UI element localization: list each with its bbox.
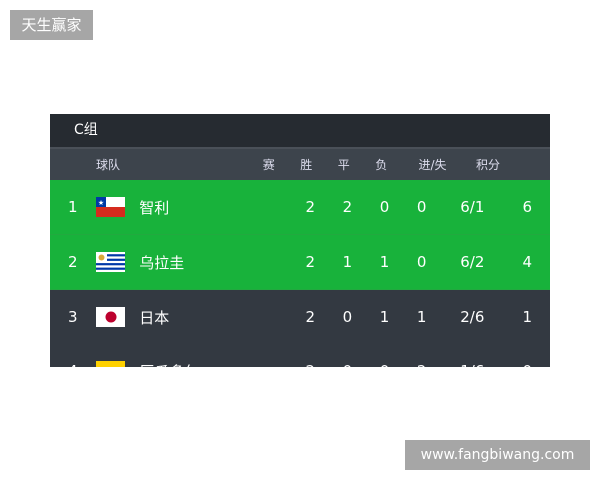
header-drawn: 平 (337, 158, 350, 172)
drawn-cell: 0 (379, 198, 390, 216)
table-row[interactable]: 3 日本 2 0 1 1 2/6 1 (50, 290, 550, 344)
points-cell: 0 (505, 362, 551, 367)
rank-cell: 3 (67, 308, 78, 326)
team-name: 乌拉圭 (139, 253, 185, 272)
drawn-cell: 1 (379, 253, 390, 271)
goals-cell: 6/1 (460, 198, 485, 216)
header-goals: 进/失 (418, 158, 447, 172)
rank-cell: 4 (50, 362, 96, 367)
table-row[interactable]: 1 ★ 智利 2 2 0 0 6/1 6 (50, 180, 550, 235)
points-cell: 6 (522, 198, 533, 216)
watermark-bottom-right: www.fangbiwang.com (405, 440, 590, 470)
drawn-cell: 1 (379, 308, 390, 326)
lost-cell: 2 (403, 362, 440, 367)
rank-cell: 1 (67, 198, 78, 216)
goals-cell: 1/6 (440, 362, 504, 367)
won-cell: 0 (329, 362, 366, 367)
played-cell: 2 (292, 362, 329, 367)
played-cell: 2 (305, 308, 315, 326)
table-row[interactable]: 4厄瓜多尔20021/60 (50, 344, 550, 367)
japan-flag-icon (95, 307, 126, 327)
table-header: 球队 赛 胜 平 负 进/失 积分 (50, 147, 550, 180)
points-cell: 1 (522, 308, 533, 326)
won-cell: 1 (342, 253, 353, 271)
played-cell: 2 (305, 253, 315, 271)
header-lost: 负 (375, 158, 388, 172)
team-name: 智利 (139, 198, 170, 217)
points-cell: 4 (522, 253, 533, 271)
chile-flag-icon: ★ (95, 197, 126, 217)
lost-cell: 0 (416, 198, 427, 216)
drawn-cell: 0 (366, 362, 403, 367)
won-cell: 2 (342, 198, 353, 216)
team-name: 日本 (139, 308, 170, 327)
table-row[interactable]: 2 乌拉圭 2 1 1 0 6/2 4 (50, 235, 550, 290)
header-won: 胜 (300, 158, 313, 172)
lost-cell: 0 (416, 253, 427, 271)
uruguay-flag-icon (95, 252, 126, 272)
team-name: 厄瓜多尔 (139, 361, 291, 368)
goals-cell: 2/6 (460, 308, 485, 326)
played-cell: 2 (305, 198, 315, 216)
watermark-top-left: 天生赢家 (10, 10, 93, 40)
ecuador-flag-icon (95, 361, 126, 367)
group-title: C组 (50, 114, 550, 147)
rank-cell: 2 (67, 253, 78, 271)
lost-cell: 1 (416, 308, 427, 326)
header-points: 积分 (475, 158, 500, 172)
header-played: 赛 (262, 158, 275, 172)
won-cell: 0 (342, 308, 353, 326)
svg-text:★: ★ (97, 199, 103, 207)
standings-table: C组 球队 赛 胜 平 负 进/失 积分 1 ★ 智利 2 2 0 0 6/1 6 2 乌拉圭 2 1 1… (50, 114, 550, 367)
header-team: 球队 (96, 158, 121, 172)
goals-cell: 6/2 (460, 253, 485, 271)
